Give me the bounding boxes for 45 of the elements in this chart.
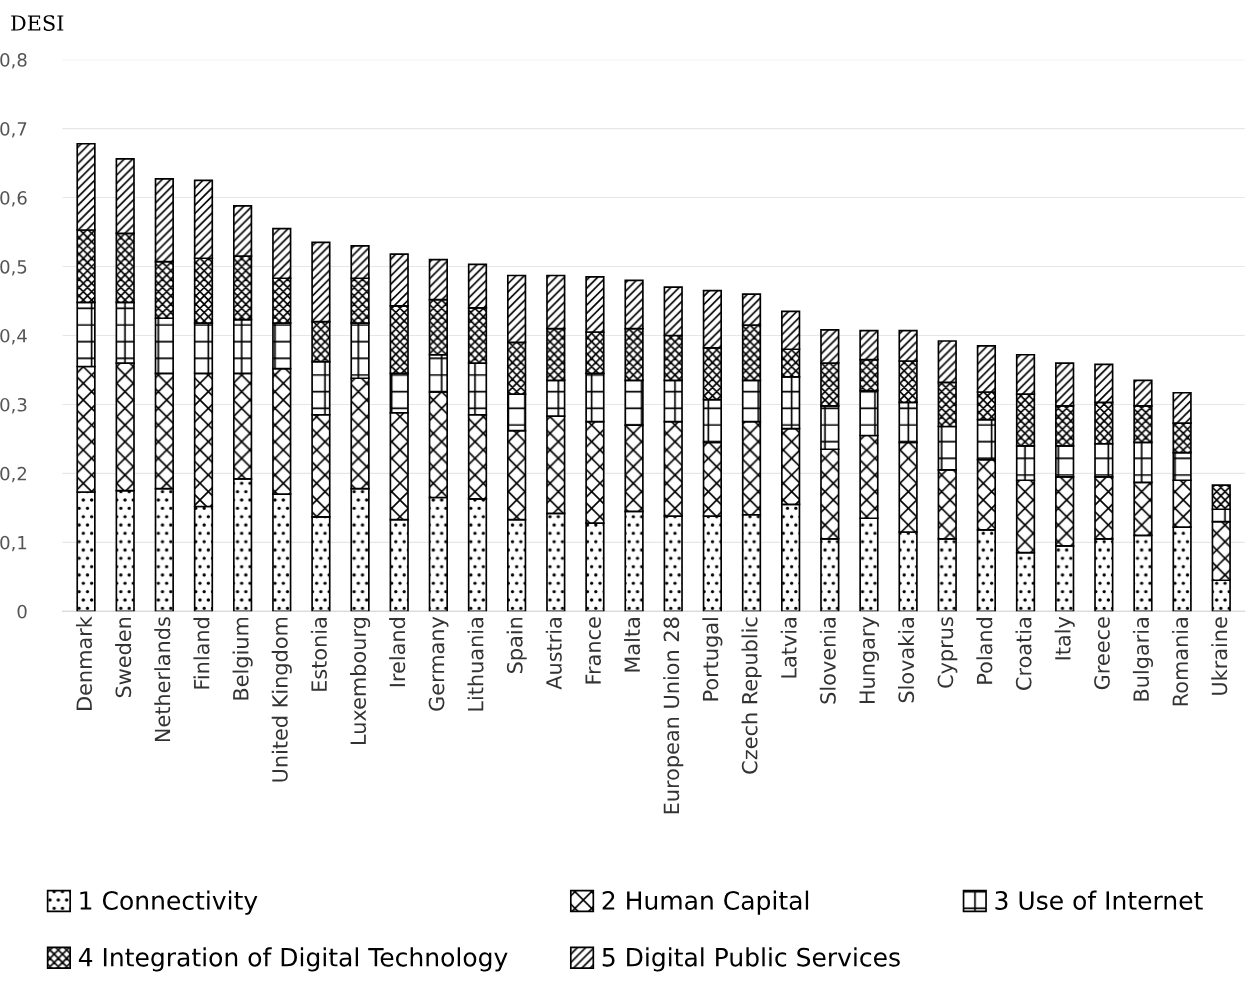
y-tick-label: 0,2	[0, 466, 27, 483]
y-tick-label: 0,4	[0, 328, 27, 345]
x-tick-label: Italy	[1054, 616, 1075, 660]
x-tick-label: Denmark	[75, 616, 93, 710]
x-tick-label: United Kingdom	[271, 617, 292, 782]
x-tick-label: Finland	[193, 618, 210, 689]
x-tick-label: Croatia	[1015, 618, 1032, 690]
x-tick-label: Poland	[976, 618, 993, 684]
x-tick-label: Germany	[428, 616, 449, 711]
x-tick-label: Spain	[506, 617, 527, 674]
y-tick-label: 0,3	[0, 397, 27, 414]
y-tick-label: 0,1	[0, 535, 27, 552]
x-tick-label: Lithuania	[467, 618, 484, 711]
x-tick-label: Greece	[1094, 617, 1110, 690]
y-tick-label: 0,8	[0, 53, 27, 69]
x-tick-label: Cyprus	[937, 617, 958, 688]
x-tick-label: Austria	[545, 618, 562, 690]
x-tick-label: Bulgaria	[1132, 618, 1154, 701]
x-tick-label: Latvia	[780, 618, 797, 678]
x-tick-label: European Union 28	[663, 617, 684, 814]
legend-label: 2 Human Capital	[602, 890, 809, 915]
x-tick-label: Romania	[1172, 618, 1189, 706]
x-tick-label: Slovenia	[819, 618, 836, 704]
legend-label: 5 Digital Public Services	[602, 947, 900, 972]
x-tick-label: Portugal	[702, 618, 723, 701]
y-tick-label: 0	[17, 604, 27, 619]
x-tick-label: Sweden	[115, 617, 132, 698]
x-tick-label: Belgium	[232, 617, 253, 700]
y-tick-label: 0,5	[0, 259, 27, 276]
x-tick-label: Netherlands	[154, 617, 171, 742]
x-tick-label: France	[585, 617, 601, 684]
y-tick-label: 0,6	[0, 191, 27, 207]
x-tick-label: Luxembourg	[349, 618, 371, 744]
x-tick-label: Ireland	[389, 618, 406, 687]
x-tick-label: Malta	[623, 618, 641, 672]
x-tick-label: Estonia	[310, 618, 327, 691]
x-tick-label: Hungary	[859, 616, 880, 704]
x-tick-label: Czech Republic	[741, 617, 762, 774]
x-tick-label: Ukraine	[1211, 617, 1228, 695]
legend-label: 4 Integration of Digital Technology	[78, 947, 508, 972]
y-axis-title: DESI	[11, 15, 64, 31]
y-tick-label: 0,7	[0, 122, 27, 138]
x-tick-label: Slovakia	[898, 618, 915, 703]
legend-label: 3 Use of Internet	[995, 890, 1203, 910]
legend-label: 1 Connectivity	[80, 890, 258, 915]
